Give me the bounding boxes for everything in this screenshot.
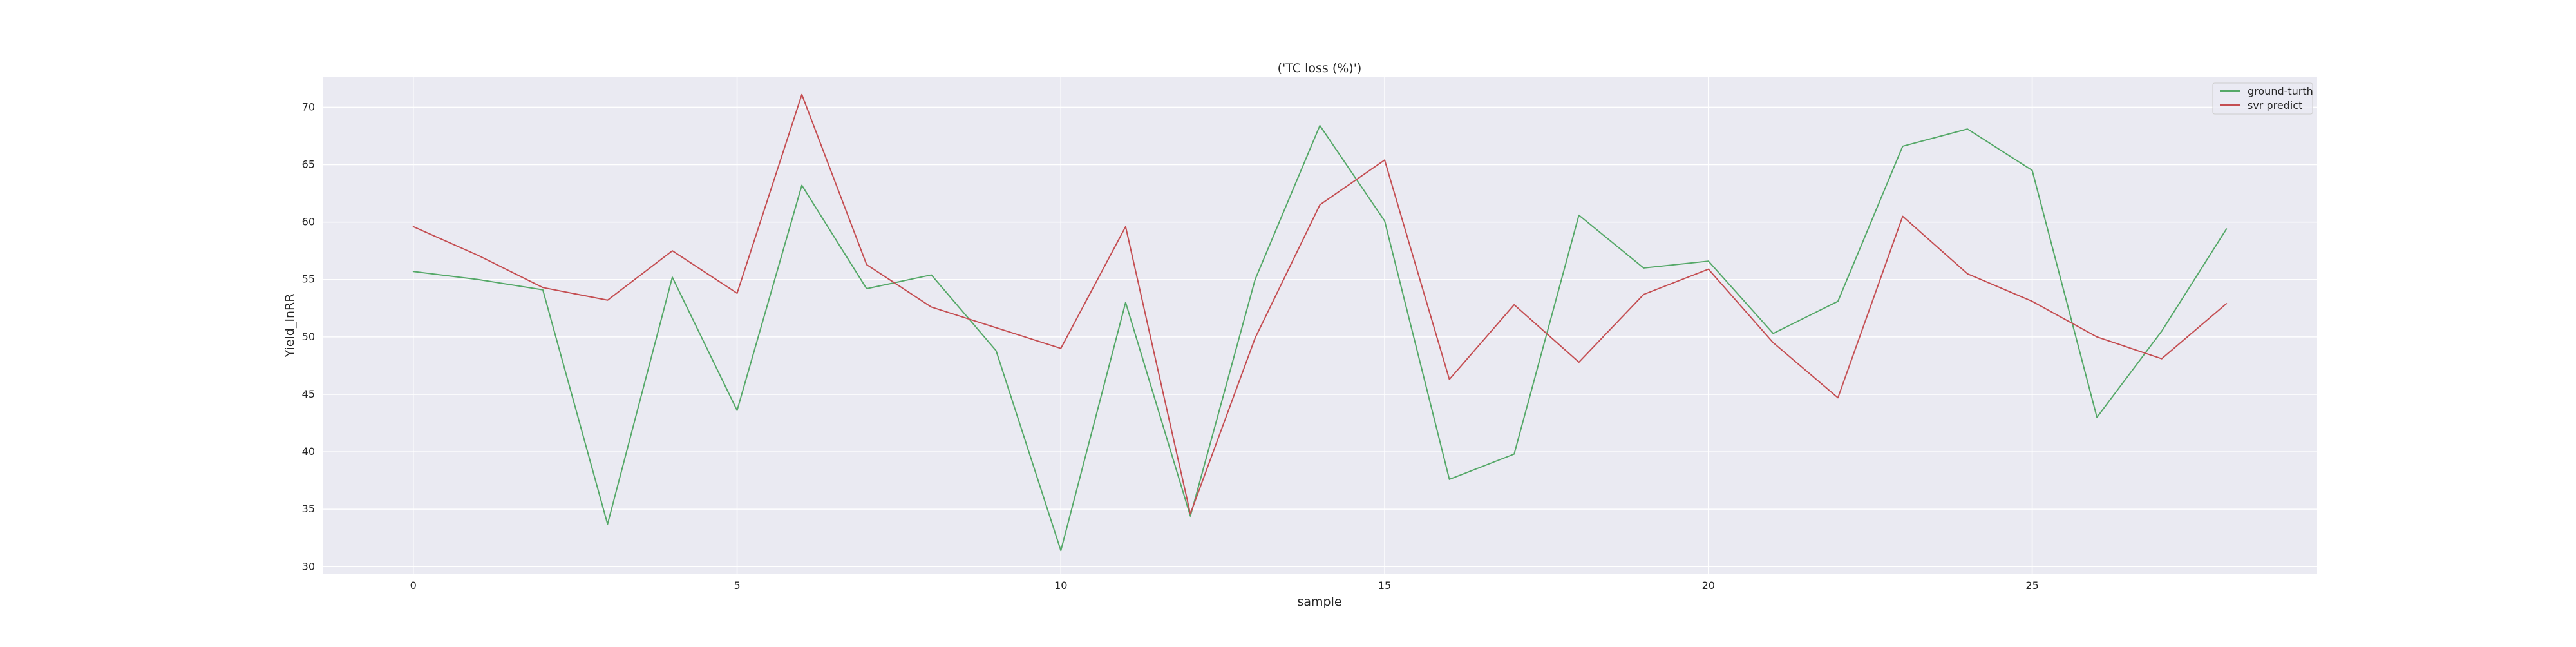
y-tick-label: 50 bbox=[302, 331, 315, 343]
y-tick-labels: 30 35 40 45 50 55 60 65 70 bbox=[302, 101, 315, 572]
y-tick-label: 65 bbox=[302, 158, 315, 170]
y-tick-label: 40 bbox=[302, 445, 315, 458]
series-lines bbox=[412, 93, 2228, 552]
y-tick-label: 70 bbox=[302, 101, 315, 113]
x-tick-label: 5 bbox=[734, 579, 740, 592]
y-tick-label: 35 bbox=[302, 503, 315, 515]
grid-lines bbox=[323, 77, 2317, 574]
series-line-ground-turth bbox=[412, 124, 2228, 552]
x-tick-label: 20 bbox=[1702, 579, 1715, 592]
x-axis-label: sample bbox=[1297, 595, 1341, 609]
y-tick-label: 45 bbox=[302, 388, 315, 400]
legend: ground-turth svr predict bbox=[2212, 82, 2313, 115]
series-line-svr-predict bbox=[412, 93, 2228, 515]
legend-label-svr-predict: svr predict bbox=[2248, 99, 2302, 111]
x-tick-label: 0 bbox=[410, 579, 417, 592]
chart-title: ('TC loss (%)') bbox=[1278, 61, 1362, 75]
x-tick-label: 25 bbox=[2025, 579, 2038, 592]
x-tick-label: 10 bbox=[1054, 579, 1067, 592]
y-axis-label: Yield_InRR bbox=[283, 294, 297, 358]
y-tick-label: 55 bbox=[302, 273, 315, 285]
legend-label-ground-turth: ground-turth bbox=[2248, 85, 2313, 97]
x-tick-label: 15 bbox=[1378, 579, 1391, 592]
plot-background bbox=[323, 77, 2317, 574]
y-tick-label: 60 bbox=[302, 216, 315, 228]
y-tick-label: 30 bbox=[302, 560, 315, 572]
x-tick-labels: 0 5 10 15 20 25 bbox=[410, 579, 2039, 592]
